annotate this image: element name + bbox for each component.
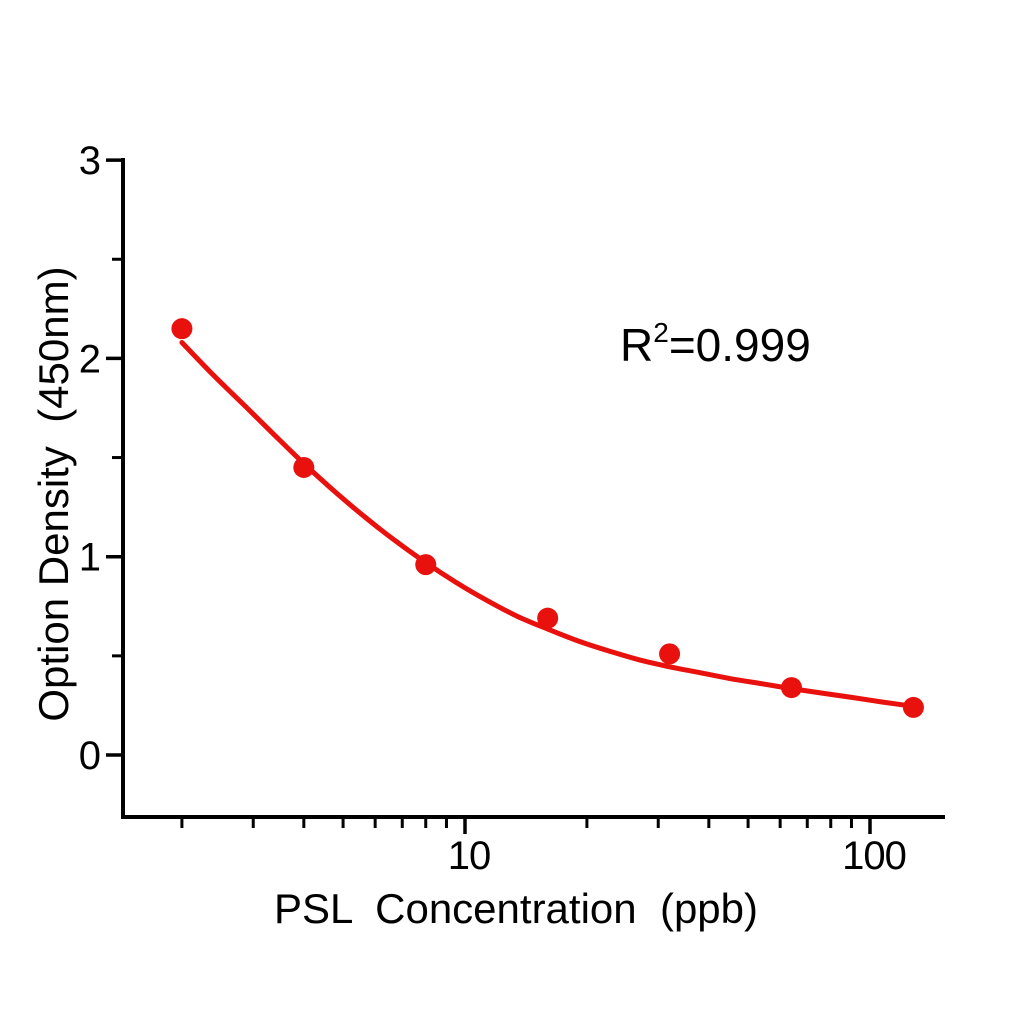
y-axis-title: Option Density (450nm) xyxy=(30,266,77,722)
x-tick-label: 10 xyxy=(448,834,491,878)
y-tick-label: 3 xyxy=(79,139,100,183)
y-tick-label: 1 xyxy=(79,536,100,580)
fit-curve xyxy=(179,340,916,709)
data-point xyxy=(781,677,803,699)
data-point xyxy=(293,456,315,478)
data-point xyxy=(659,643,681,665)
y-tick-label: 2 xyxy=(79,337,100,381)
r-squared-prefix: R xyxy=(620,319,654,371)
data-point xyxy=(902,696,924,718)
data-point xyxy=(537,607,559,629)
r-squared-annotation: R2=0.999 xyxy=(620,318,811,372)
x-tick-label: 100 xyxy=(842,834,906,878)
r-squared-superscript: 2 xyxy=(653,317,669,348)
r-squared-suffix: =0.999 xyxy=(668,319,811,371)
x-axis-title: PSL Concentration (ppb) xyxy=(273,885,759,932)
y-tick-label: 0 xyxy=(79,734,100,778)
data-point xyxy=(415,554,437,576)
data-point xyxy=(171,318,193,340)
